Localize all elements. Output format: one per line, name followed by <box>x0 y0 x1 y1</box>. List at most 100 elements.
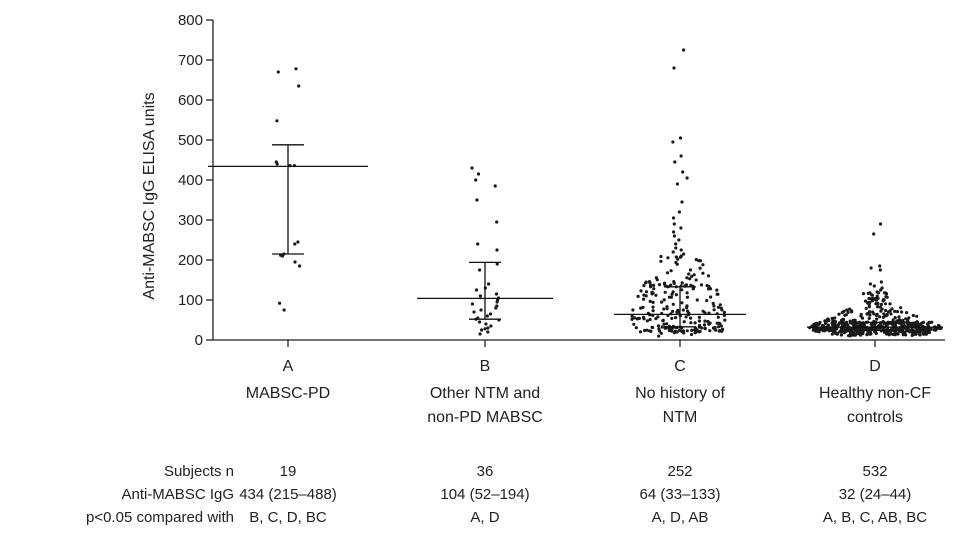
data-point <box>677 238 681 242</box>
data-point <box>714 328 718 332</box>
data-point <box>672 66 676 70</box>
data-point <box>869 266 873 270</box>
data-point <box>893 316 897 320</box>
data-point <box>874 331 878 335</box>
data-point <box>675 262 679 266</box>
data-point <box>659 259 663 263</box>
data-point <box>472 310 476 314</box>
data-point <box>638 330 643 334</box>
data-point <box>840 311 844 315</box>
data-point <box>488 312 493 316</box>
data-point <box>812 322 816 326</box>
table-cell: A, D <box>470 509 499 526</box>
data-point <box>921 320 926 324</box>
data-point <box>672 222 676 226</box>
data-point <box>894 321 898 325</box>
data-point <box>926 328 931 332</box>
data-point <box>644 294 648 298</box>
table-cell: 32 (24–44) <box>839 486 912 503</box>
data-point <box>719 324 723 328</box>
data-point <box>478 320 482 324</box>
data-point <box>716 292 720 296</box>
data-point <box>879 280 884 284</box>
data-point <box>685 329 689 333</box>
data-point <box>841 317 845 321</box>
data-point <box>924 332 928 336</box>
data-point <box>280 254 284 258</box>
x-axis <box>213 339 945 347</box>
data-point <box>824 320 828 324</box>
data-point <box>669 283 673 287</box>
data-point <box>897 327 901 331</box>
data-point <box>476 172 481 176</box>
data-point <box>882 312 886 316</box>
data-point <box>297 84 301 88</box>
data-point <box>886 310 891 314</box>
data-point <box>697 259 701 263</box>
data-point <box>483 327 487 331</box>
data-point <box>826 317 830 321</box>
data-point <box>635 317 639 321</box>
data-point <box>708 329 712 333</box>
data-point <box>871 310 875 314</box>
data-point <box>914 332 918 336</box>
data-point <box>484 322 488 326</box>
data-point <box>915 314 919 318</box>
y-tick-label: 800 <box>178 12 203 29</box>
data-point <box>485 314 489 318</box>
data-point <box>882 298 886 302</box>
data-point <box>716 305 721 309</box>
data-point <box>814 329 818 333</box>
data-point <box>894 331 898 335</box>
data-point <box>474 178 478 182</box>
data-point <box>674 293 679 297</box>
data-point <box>659 331 663 335</box>
data-point <box>699 283 704 287</box>
data-point <box>680 301 684 305</box>
data-point <box>907 316 911 320</box>
data-point <box>839 333 844 337</box>
data-point <box>478 294 482 298</box>
data-point <box>691 286 696 291</box>
data-point <box>906 323 910 327</box>
data-point <box>672 280 676 284</box>
data-point <box>867 303 871 307</box>
data-point <box>659 254 663 259</box>
data-point <box>878 264 882 268</box>
data-point <box>886 327 890 331</box>
data-point <box>636 294 640 298</box>
data-point <box>830 316 834 320</box>
data-point <box>723 318 727 322</box>
y-tick-label: 700 <box>178 52 203 69</box>
data-point <box>634 326 638 330</box>
data-point <box>900 310 904 314</box>
data-point <box>670 316 674 320</box>
data-point <box>689 316 693 320</box>
data-point <box>657 283 662 287</box>
data-point <box>843 313 847 317</box>
category-name: NTM <box>663 409 698 426</box>
data-point <box>641 315 646 319</box>
data-point <box>903 324 907 328</box>
median-iqr-bars <box>208 144 943 332</box>
data-point <box>841 322 845 326</box>
data-point <box>866 291 870 295</box>
data-point <box>846 323 850 327</box>
data-point <box>814 321 819 325</box>
data-point <box>495 220 499 224</box>
data-point <box>817 330 821 334</box>
data-point <box>885 295 889 299</box>
data-point <box>911 313 915 318</box>
data-point <box>700 326 704 330</box>
data-point <box>705 299 709 303</box>
data-point <box>647 280 652 284</box>
y-tick-label: 0 <box>195 332 203 349</box>
data-point <box>818 320 822 324</box>
data-point <box>717 329 722 333</box>
data-point <box>694 258 698 262</box>
data-point <box>630 314 634 318</box>
data-point <box>902 321 906 325</box>
data-point <box>666 256 670 260</box>
data-point <box>918 331 922 335</box>
data-point <box>675 330 679 334</box>
